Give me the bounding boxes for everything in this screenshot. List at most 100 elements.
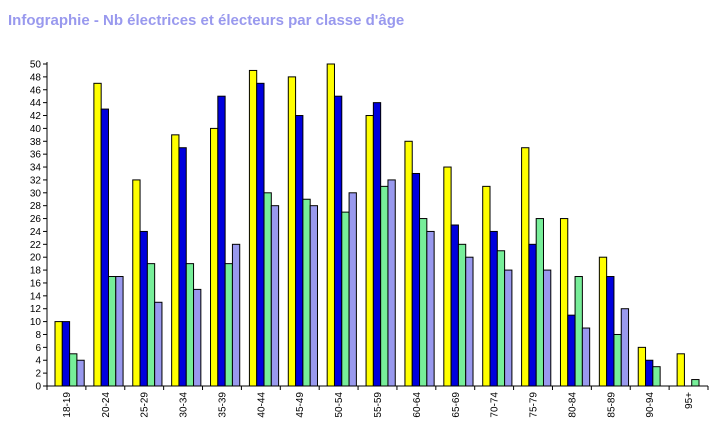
bar-35-39-series-2 bbox=[217, 95, 226, 387]
y-tick-label: 40 bbox=[30, 124, 42, 135]
bar-50-54-series-3 bbox=[341, 211, 350, 387]
bar-65-69-series-2 bbox=[450, 224, 459, 387]
y-tick-label: 4 bbox=[35, 356, 41, 367]
y-tick-label: 48 bbox=[30, 72, 42, 83]
bar-18-19-series-4 bbox=[76, 359, 85, 387]
bar-60-64-series-1 bbox=[404, 140, 413, 387]
x-tick-label: 55-59 bbox=[373, 392, 384, 418]
bar-90-94-series-2 bbox=[645, 359, 654, 387]
y-tick-label: 16 bbox=[30, 278, 42, 289]
bar-40-44-series-4 bbox=[270, 205, 280, 387]
x-axis-ticks: 18-19 20-24 25-29 30-34 35-39 40-44 45-49 50-54… bbox=[46, 386, 709, 418]
bar-50-54-series-4 bbox=[348, 192, 357, 387]
bar-40-44-series-2 bbox=[256, 82, 265, 387]
bar-18-19-series-1 bbox=[54, 321, 63, 387]
y-tick-label: 36 bbox=[30, 150, 42, 161]
bar-35-39-series-4 bbox=[231, 243, 241, 387]
bar-75-79-series-3 bbox=[535, 218, 544, 387]
bar-85-89-series-3 bbox=[613, 333, 622, 387]
x-tick-label: 20-24 bbox=[101, 392, 112, 418]
bar-18-19-series-3 bbox=[69, 353, 78, 387]
y-tick-label: 44 bbox=[30, 98, 42, 109]
x-tick-label: 30-34 bbox=[179, 392, 190, 418]
y-tick-label: 24 bbox=[30, 227, 42, 238]
bar-40-44-series-1 bbox=[248, 69, 258, 387]
x-tick-label: 18-19 bbox=[62, 392, 73, 418]
chart-title: Infographie - Nb électrices et électeurs… bbox=[8, 12, 405, 29]
bar-65-69-series-4 bbox=[465, 256, 474, 387]
bar-50-54-series-1 bbox=[326, 63, 335, 387]
bar-25-29-series-1 bbox=[132, 179, 141, 387]
bar-45-49-series-2 bbox=[295, 115, 304, 387]
bar-20-24-series-2 bbox=[100, 108, 109, 387]
bar-50-54-series-2 bbox=[333, 95, 343, 387]
bar-90-94-series-3 bbox=[652, 366, 661, 387]
bar-55-59-series-2 bbox=[372, 102, 382, 387]
bar-60-64-series-2 bbox=[411, 172, 421, 387]
bar-95+-series-3 bbox=[691, 379, 700, 387]
bar-30-34-series-2 bbox=[178, 147, 187, 387]
bar-75-79-series-2 bbox=[528, 243, 537, 387]
bar-45-49-series-3 bbox=[302, 198, 311, 387]
bar-20-24-series-4 bbox=[115, 276, 124, 387]
y-tick-label: 26 bbox=[30, 214, 42, 225]
bar-25-29-series-3 bbox=[146, 263, 156, 387]
bar-55-59-series-1 bbox=[365, 115, 374, 387]
bar-60-64-series-4 bbox=[426, 230, 435, 387]
y-tick-label: 14 bbox=[30, 291, 42, 302]
bar-80-84-series-3 bbox=[574, 276, 583, 387]
bar-60-64-series-3 bbox=[419, 218, 428, 387]
x-tick-label: 25-29 bbox=[140, 392, 151, 418]
bar-70-74-series-1 bbox=[482, 185, 491, 387]
bar-80-84-series-1 bbox=[559, 218, 569, 387]
bars-layer bbox=[54, 63, 700, 387]
y-tick-label: 22 bbox=[30, 240, 42, 251]
x-tick-label: 95+ bbox=[684, 392, 695, 409]
bar-35-39-series-1 bbox=[210, 127, 219, 387]
y-axis-ticks: 0246810121416182022242628303234363840424… bbox=[30, 60, 47, 393]
y-tick-label: 8 bbox=[35, 330, 41, 341]
bar-80-84-series-4 bbox=[581, 327, 591, 387]
x-tick-label: 45-49 bbox=[295, 392, 306, 418]
bar-30-34-series-4 bbox=[193, 288, 202, 387]
y-tick-label: 2 bbox=[35, 369, 41, 380]
x-tick-label: 85-89 bbox=[606, 392, 617, 418]
bar-55-59-series-3 bbox=[380, 185, 389, 387]
bar-18-19-series-2 bbox=[61, 321, 71, 387]
bar-95+-series-1 bbox=[676, 353, 685, 387]
y-tick-label: 10 bbox=[30, 317, 42, 328]
bar-55-59-series-4 bbox=[387, 179, 396, 387]
bar-70-74-series-2 bbox=[489, 230, 498, 387]
x-tick-label: 70-74 bbox=[490, 392, 501, 418]
x-tick-label: 80-84 bbox=[567, 392, 578, 418]
x-tick-label: 65-69 bbox=[451, 392, 462, 418]
bar-75-79-series-4 bbox=[542, 269, 552, 387]
bar-45-49-series-1 bbox=[287, 76, 297, 387]
x-tick-label: 60-64 bbox=[412, 392, 423, 418]
y-tick-label: 28 bbox=[30, 201, 42, 212]
bar-65-69-series-1 bbox=[443, 166, 452, 387]
y-tick-label: 6 bbox=[35, 343, 41, 354]
bar-25-29-series-2 bbox=[139, 230, 148, 387]
bar-85-89-series-4 bbox=[620, 308, 630, 387]
bar-35-39-series-3 bbox=[224, 263, 233, 387]
bar-70-74-series-3 bbox=[496, 250, 506, 387]
y-tick-label: 30 bbox=[30, 188, 42, 199]
y-tick-label: 34 bbox=[30, 163, 42, 174]
bar-45-49-series-4 bbox=[309, 205, 318, 387]
x-tick-label: 90-94 bbox=[645, 392, 656, 418]
y-tick-label: 50 bbox=[30, 60, 42, 71]
y-tick-label: 0 bbox=[35, 382, 41, 393]
bar-85-89-series-2 bbox=[606, 276, 615, 387]
y-tick-label: 12 bbox=[30, 304, 42, 315]
y-tick-label: 38 bbox=[30, 137, 42, 148]
y-tick-label: 46 bbox=[30, 85, 42, 96]
bar-65-69-series-3 bbox=[457, 243, 467, 387]
y-tick-label: 18 bbox=[30, 266, 42, 277]
bar-30-34-series-3 bbox=[185, 263, 195, 387]
bar-20-24-series-3 bbox=[107, 276, 117, 387]
y-tick-label: 32 bbox=[30, 175, 42, 186]
bar-70-74-series-4 bbox=[504, 269, 513, 387]
x-tick-label: 35-39 bbox=[217, 392, 228, 418]
